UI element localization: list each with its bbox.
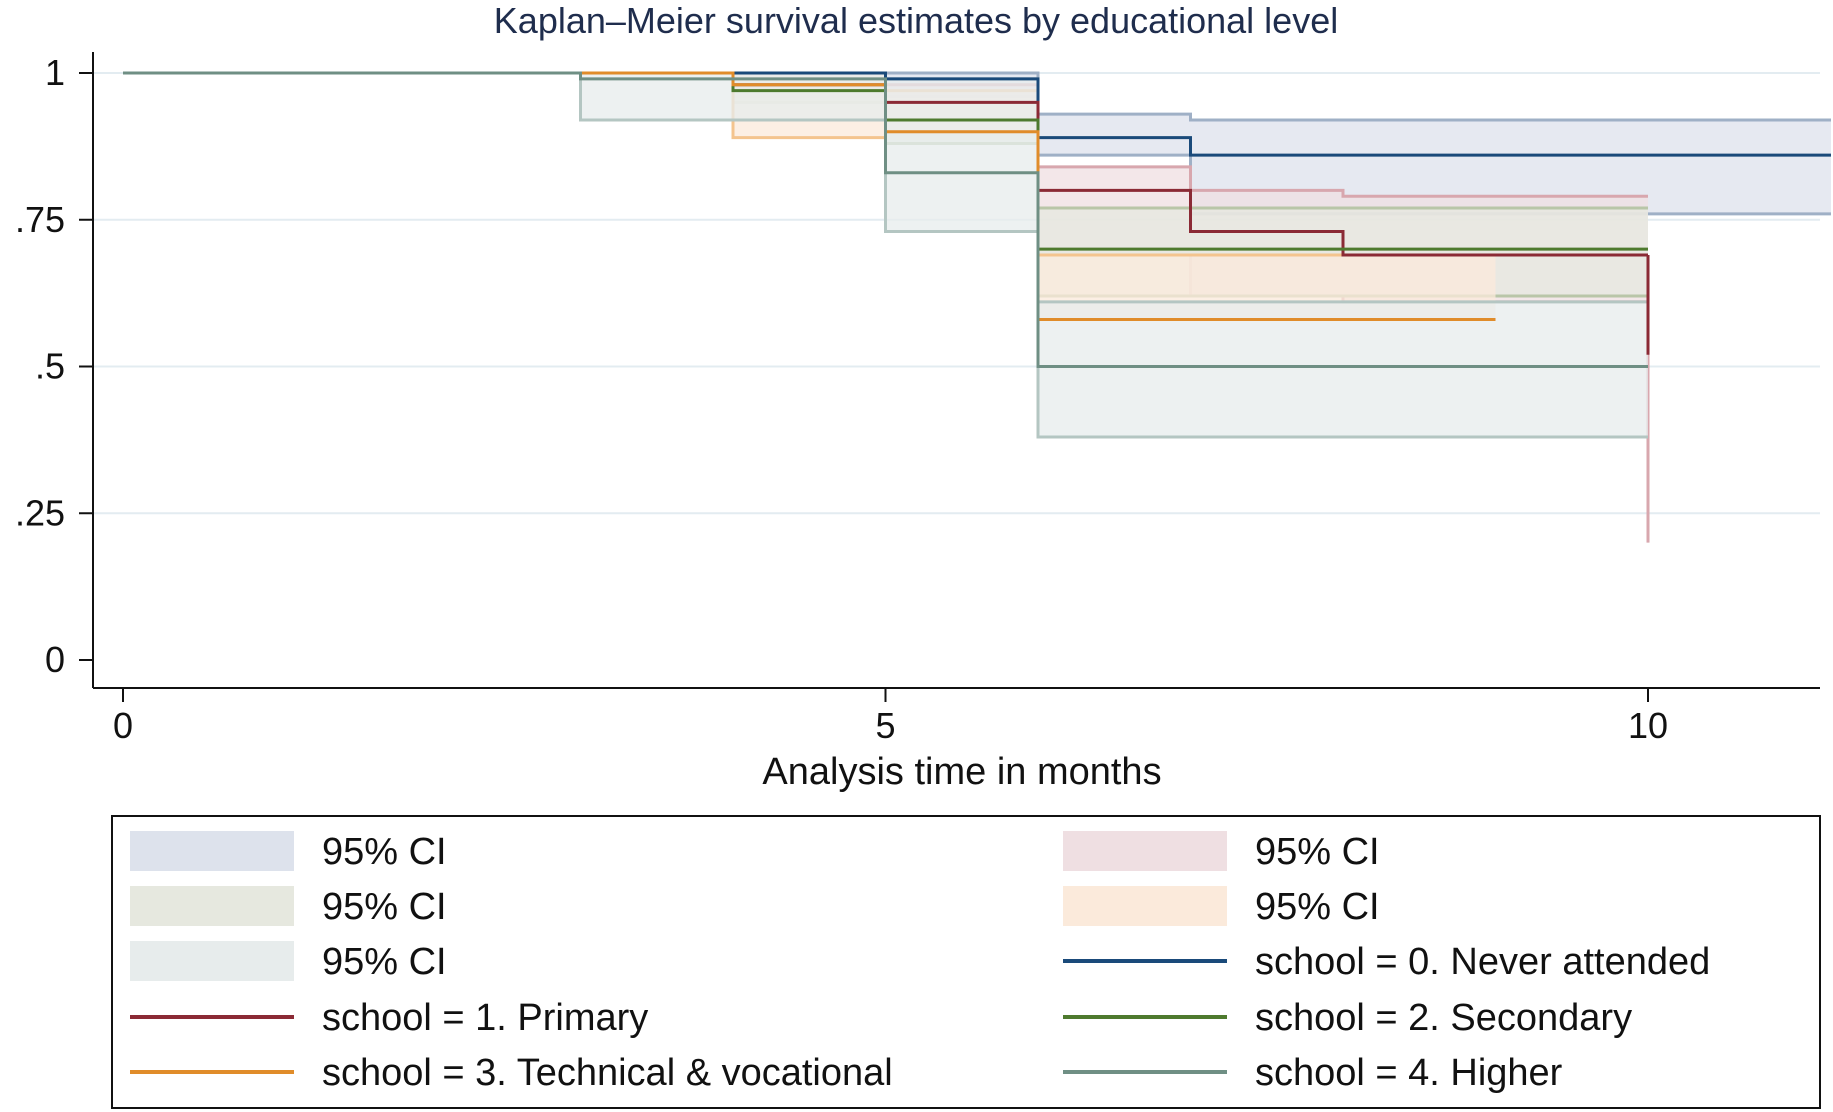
chart-title: Kaplan–Meier survival estimates by educa… bbox=[494, 0, 1338, 41]
legend-swatch-ci bbox=[130, 886, 294, 926]
legend-label: school = 3. Technical & vocational bbox=[322, 1052, 893, 1094]
legend-label: 95% CI bbox=[322, 831, 447, 873]
ci-lower-edge-4 bbox=[123, 71, 1648, 439]
x-tick-label: 5 bbox=[875, 705, 895, 746]
y-tick-label: 1 bbox=[45, 52, 65, 93]
x-tick-label: 10 bbox=[1628, 705, 1668, 746]
y-tick-label: 0 bbox=[45, 639, 65, 680]
ci-band-0 bbox=[123, 73, 1831, 214]
ci-band-2 bbox=[123, 73, 1648, 297]
legend-swatch-ci bbox=[1063, 831, 1227, 871]
legend: 95% CI 95% CI 95% CI 95% CI 95% CI school = 0… bbox=[130, 831, 1710, 1094]
legend-swatch-ci bbox=[130, 831, 294, 871]
x-tick-label: 0 bbox=[113, 705, 133, 746]
legend-label: 95% CI bbox=[1255, 831, 1380, 873]
y-tick-label: .75 bbox=[15, 199, 65, 240]
y-tick-label: .25 bbox=[15, 492, 65, 533]
ci-band-3 bbox=[123, 73, 1496, 320]
legend-label: school = 2. Secondary bbox=[1255, 997, 1632, 1039]
survival-line-4 bbox=[123, 71, 1648, 368]
legend-label: school = 1. Primary bbox=[322, 997, 648, 1039]
ci-band-4 bbox=[123, 73, 1648, 437]
legend-box bbox=[111, 815, 1821, 1109]
legend-swatch-ci bbox=[130, 941, 294, 981]
legend-label: 95% CI bbox=[322, 886, 447, 928]
legend-swatch-ci bbox=[1063, 886, 1227, 926]
legend-label: 95% CI bbox=[1255, 886, 1380, 928]
legend-label: 95% CI bbox=[322, 941, 447, 983]
x-axis-label: Analysis time in months bbox=[762, 751, 1161, 793]
legend-label: school = 4. Higher bbox=[1255, 1052, 1563, 1094]
y-tick-label: .5 bbox=[35, 346, 65, 387]
legend-label: school = 0. Never attended bbox=[1255, 941, 1710, 983]
